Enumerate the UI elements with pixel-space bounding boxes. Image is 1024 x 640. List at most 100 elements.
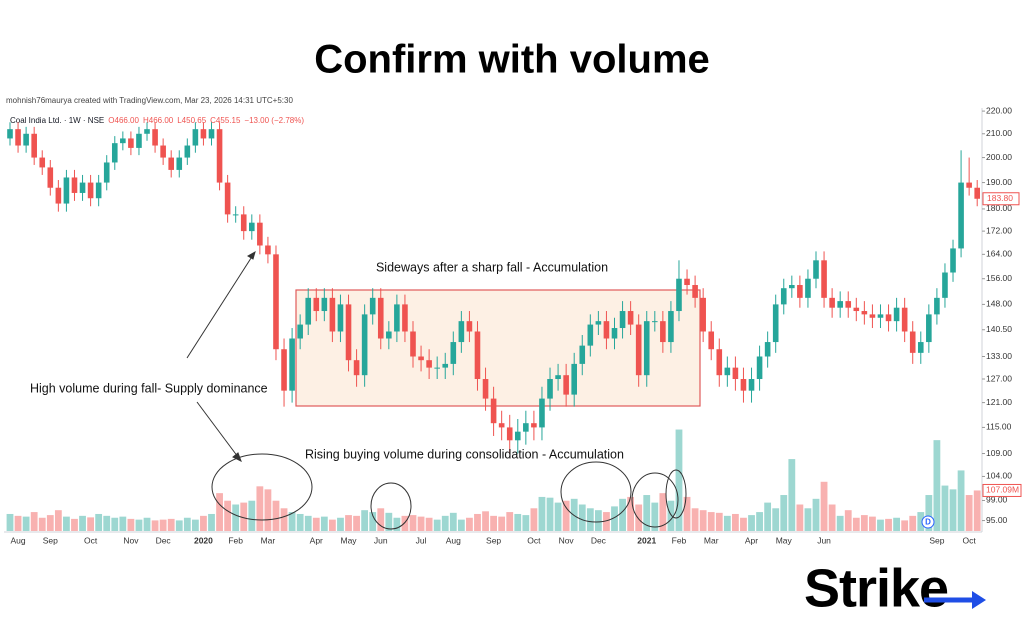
candle-body [345,304,352,361]
volume-bar [240,502,248,531]
volume-bar [361,510,369,531]
candle-body [869,314,876,318]
volume-bar [683,496,691,531]
volume-bar [965,495,973,531]
volume-bar [409,515,417,531]
volume-bar [852,517,860,531]
volume-bar [651,502,659,531]
candle-body [684,278,690,286]
volume-bar [224,500,232,531]
candle-body [474,331,481,380]
candle-body [595,321,602,325]
volume-bar [643,495,651,531]
logo-arrow-head [972,591,986,609]
candle-body [47,167,54,188]
candle-body [611,328,618,339]
volume-bar [732,513,739,531]
candle-body [410,331,416,357]
candle-body [789,285,795,289]
volume-bar [675,429,683,531]
candle-body [257,222,263,246]
candle-body [337,304,344,332]
volume-bar [885,518,892,531]
volume-bar [578,504,586,531]
volume-bar [151,520,159,531]
annotation: Sideways after a sharp fall - Accumulati… [376,260,608,274]
volume-bar [780,495,788,531]
candle-body [136,133,142,148]
annotation: Rising buying volume during consolidatio… [305,447,624,461]
volume-bar [836,515,844,531]
candle-body [289,338,295,391]
volume-bar [425,517,433,531]
candle-body [498,423,505,428]
y-tick-label: 172.00 [986,225,1012,235]
volume-bar [474,513,481,531]
x-tick-label: Aug [446,535,461,545]
arrow [196,401,239,458]
candle-body [692,285,698,298]
volume-bar [860,515,868,531]
volume-bar [667,500,675,531]
volume-bar [441,515,449,531]
volume-bar [530,508,538,531]
dividend-badge-label[interactable]: D [925,518,931,527]
y-tick-label: 220.00 [986,105,1012,115]
ellipse [370,482,412,530]
candle-body [95,182,102,199]
volume-bar [562,500,570,531]
volume-bar [191,519,199,531]
volume-bar [715,512,723,531]
candle-body [740,379,747,391]
volume-bar [917,512,925,531]
candle-body [23,133,29,146]
volume-bar [748,515,755,531]
volume-marker [982,483,1022,497]
x-tick-label: Nov [123,535,139,545]
volume-bar [514,513,522,531]
candle-body [700,297,706,332]
volume-bar [812,498,820,531]
volume-bar [111,517,119,531]
candle-body [708,331,715,350]
x-tick-label: Mar [261,535,276,545]
volume-bar [38,517,46,531]
arrow-head [247,250,256,260]
volume-bar [345,515,352,531]
page-title: Confirm with volume [314,38,710,82]
volume-bar [22,516,30,531]
volume-bar [272,500,280,531]
candle-body [224,182,231,215]
x-tick-label: May [776,535,793,545]
volume-bar [296,513,304,531]
candle-body [120,138,126,144]
volume-bar [208,513,215,531]
y-tick-label: 148.00 [986,299,1012,309]
volume-bar [248,500,256,531]
candle-body [426,360,432,368]
x-tick-label: Dec [591,535,607,545]
volume-bar [627,496,635,531]
candle-body [482,379,489,399]
candle-body [547,379,553,399]
volume-bar [506,512,514,531]
volume-bar [522,515,530,531]
dividend-badge[interactable] [921,515,935,529]
candle-body [523,423,529,432]
candle-body [797,285,803,298]
volume-bar [159,519,167,531]
volume-bar [127,518,135,531]
volume-bar [369,512,377,531]
candle-body [966,182,972,188]
volume-bar [699,510,707,531]
candle-body [635,324,642,376]
x-tick-label: Oct [963,535,977,545]
candle-body [579,345,586,364]
y-tick-label: 200.00 [986,152,1012,162]
x-tick-label: Jun [817,535,831,545]
candle-body [418,356,424,361]
candle-body [571,363,577,395]
candle-body [676,278,682,312]
candle-body [845,301,852,308]
volume-bar [232,504,240,531]
